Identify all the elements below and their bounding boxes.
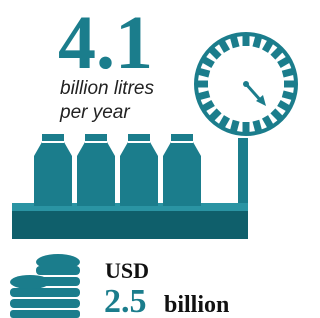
bottle [34,134,72,206]
scale-stem [238,138,248,208]
coin [10,299,80,308]
coin [10,310,80,318]
volume-value: 4.1 [58,1,153,85]
volume-unit: per year [59,102,130,123]
revenue-unit: billion [164,292,229,318]
coin [36,266,80,275]
infographic: 4.1 billion litres per year USD 2.5 bill… [0,0,301,318]
coin [10,288,80,297]
dial-center [243,81,249,87]
bottle [120,134,158,206]
bottles [34,134,201,206]
bottle [163,134,201,206]
volume-unit: billion litres [60,78,154,99]
scale-dial [196,34,296,134]
currency: USD [105,258,149,283]
revenue-amount: 2.5 [104,283,147,318]
scale-platform [12,211,248,239]
bottle [77,134,115,206]
page: 4.1 billion litres per year USD 2.5 bill… [0,0,301,318]
coins-icon [10,254,80,318]
coin [10,275,50,289]
